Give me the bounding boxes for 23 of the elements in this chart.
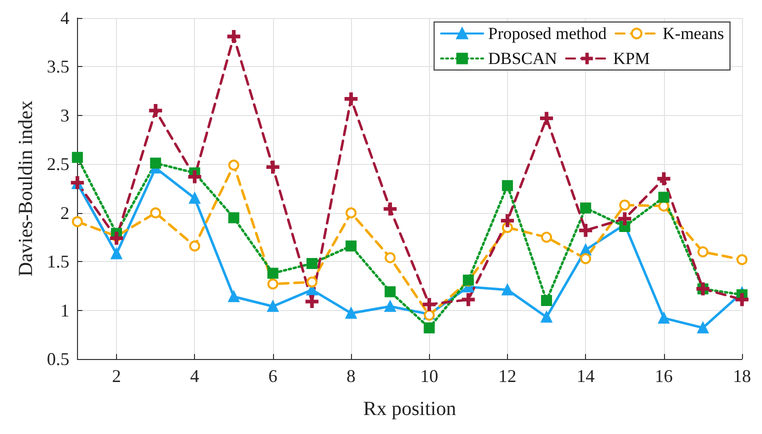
y-tick-label: 2.5 bbox=[46, 154, 70, 174]
y-tick-label: 2 bbox=[60, 202, 70, 223]
y-tick-label: 4 bbox=[60, 8, 70, 28]
legend-label: Proposed method bbox=[488, 24, 608, 43]
y-tick-label: 3 bbox=[60, 105, 70, 126]
x-tick-label: 2 bbox=[112, 366, 121, 386]
y-tick-label: 1.5 bbox=[46, 252, 70, 272]
y-tick-label: 3.5 bbox=[46, 56, 70, 77]
y-tick-label: 1 bbox=[60, 300, 70, 320]
y-tick-label: 0.5 bbox=[46, 349, 70, 369]
x-tick-label: 8 bbox=[346, 366, 356, 386]
legend-label: DBSCAN bbox=[488, 49, 558, 68]
x-axis-title: Rx position bbox=[363, 398, 456, 420]
x-tick-label: 12 bbox=[498, 366, 516, 386]
x-tick-label: 16 bbox=[654, 366, 673, 386]
x-tick-label: 6 bbox=[268, 366, 278, 386]
legend-label: K-means bbox=[662, 24, 724, 43]
x-tick-label: 10 bbox=[420, 366, 438, 386]
legend-label: KPM bbox=[613, 49, 650, 68]
x-tick-label: 18 bbox=[733, 366, 751, 386]
x-tick-label: 14 bbox=[576, 366, 595, 386]
y-axis-title: Davies-Bouldin index bbox=[15, 100, 37, 277]
x-tick-label: 4 bbox=[190, 366, 200, 386]
